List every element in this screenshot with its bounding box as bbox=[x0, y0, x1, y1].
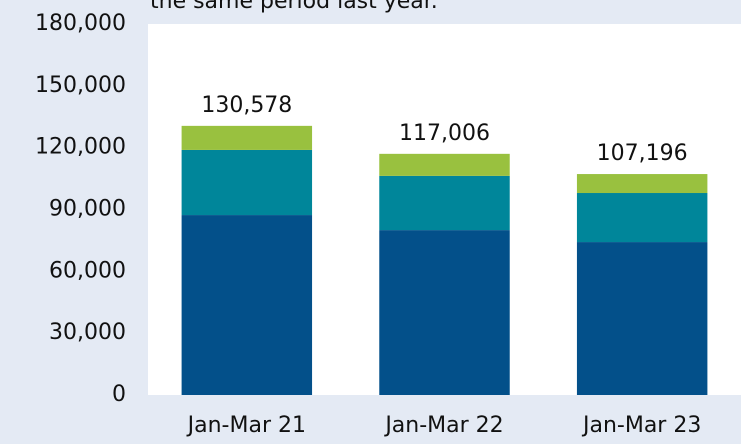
y-tick-label: 0 bbox=[112, 382, 126, 407]
y-tick-label: 180,000 bbox=[35, 11, 126, 36]
chart-title: the same period last year. bbox=[150, 0, 438, 14]
y-tick-label: 60,000 bbox=[49, 258, 126, 283]
bar-segment bbox=[576, 242, 708, 395]
x-tick-label: Jan-Mar 23 bbox=[581, 413, 701, 438]
bar-segment bbox=[576, 174, 708, 194]
bar-segment bbox=[181, 149, 313, 216]
y-tick-label: 120,000 bbox=[35, 135, 126, 160]
x-tick-label: Jan-Mar 22 bbox=[383, 413, 503, 438]
bar-segment bbox=[576, 193, 708, 243]
total-label: 117,006 bbox=[399, 121, 490, 146]
bar-segment bbox=[181, 215, 313, 395]
y-tick-label: 30,000 bbox=[49, 320, 126, 345]
x-tick-label: Jan-Mar 21 bbox=[186, 413, 306, 438]
bar-segment bbox=[379, 230, 510, 395]
y-tick-label: 150,000 bbox=[35, 73, 126, 98]
bar-segment bbox=[379, 153, 510, 176]
total-label: 130,578 bbox=[201, 93, 292, 118]
total-label: 107,196 bbox=[597, 141, 688, 166]
y-tick-label: 90,000 bbox=[49, 197, 126, 222]
bar-segment bbox=[379, 175, 510, 231]
bar-segment bbox=[181, 125, 313, 150]
